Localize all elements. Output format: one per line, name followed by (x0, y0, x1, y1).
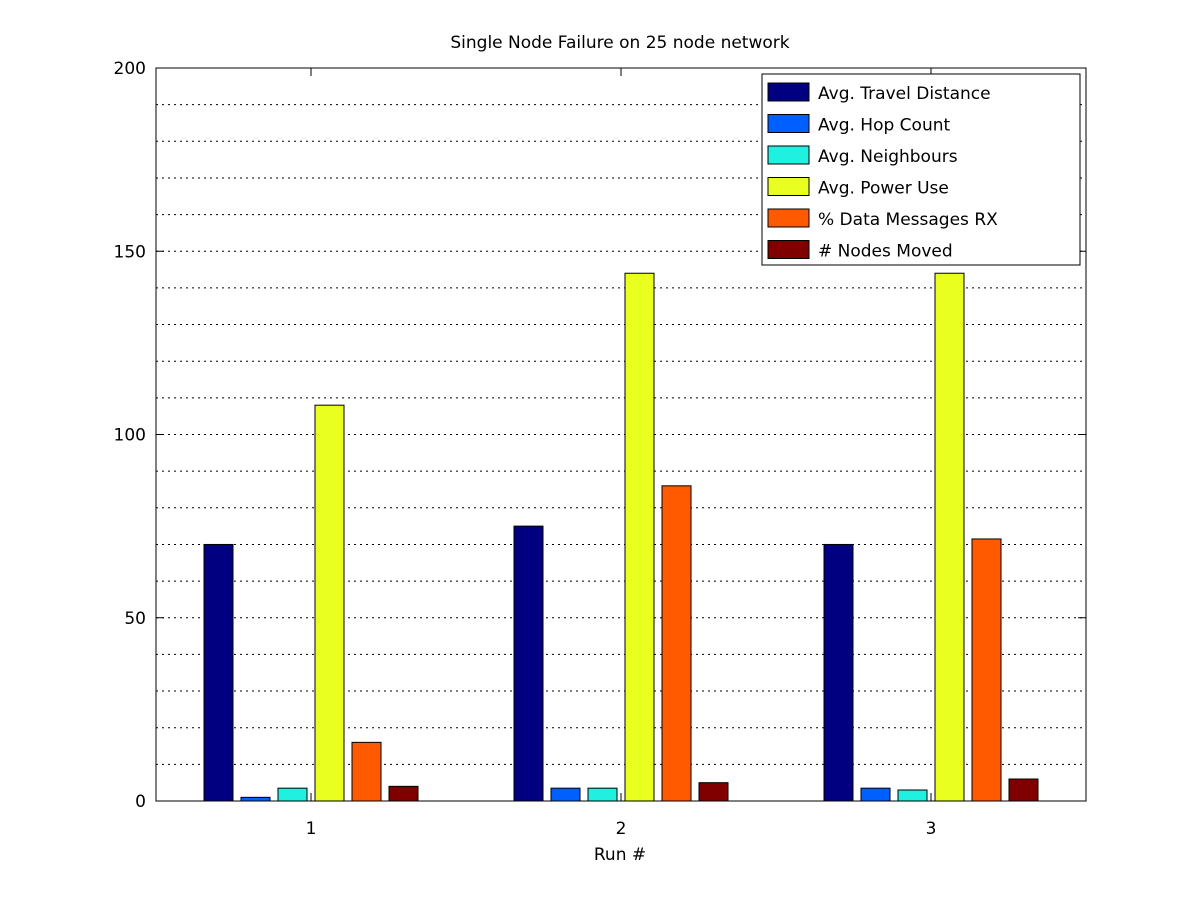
legend-swatch (767, 114, 810, 133)
x-tick-label: 3 (926, 819, 937, 839)
bar (823, 543, 854, 802)
bar (698, 782, 729, 802)
legend-swatch (767, 82, 810, 102)
legend-label: Avg. Neighbours (818, 147, 958, 167)
chart-title: Single Node Failure on 25 node network (450, 33, 789, 53)
x-tick-label: 1 (306, 819, 317, 839)
bar (388, 785, 419, 802)
x-axis-label: Run # (594, 845, 646, 865)
legend: Avg. Travel Distance Avg. Hop Count Avg. N… (761, 73, 1081, 266)
bar (897, 789, 928, 802)
legend-label: Avg. Power Use (818, 179, 949, 199)
bar (277, 787, 308, 802)
y-tick-label: 0 (135, 792, 146, 812)
bar (860, 787, 891, 802)
bar (240, 796, 271, 802)
legend-swatch (767, 145, 810, 165)
bar (1008, 778, 1039, 802)
bar (513, 525, 544, 802)
legend-swatch (767, 177, 810, 196)
legend-box (761, 73, 1081, 266)
bar (550, 787, 581, 802)
y-tick-label: 50 (124, 609, 146, 629)
legend-label: % Data Messages RX (818, 210, 998, 230)
bar (587, 787, 618, 802)
bar (351, 741, 382, 802)
y-tick-label: 100 (114, 426, 146, 446)
legend-swatch (767, 240, 810, 259)
legend-label: Avg. Hop Count (818, 116, 950, 136)
bar (314, 404, 345, 802)
axis-ticks: 0 50 100 150 200 1 2 3 (114, 59, 1086, 839)
bar (661, 485, 692, 802)
y-tick-label: 200 (114, 59, 146, 79)
bars (203, 272, 1039, 802)
bar (971, 538, 1002, 802)
legend-swatch (767, 208, 810, 228)
bar (934, 272, 965, 802)
legend-label: # Nodes Moved (818, 242, 953, 262)
bar (624, 272, 655, 802)
bar (203, 543, 234, 802)
x-tick-label: 2 (616, 819, 627, 839)
legend-label: Avg. Travel Distance (818, 84, 991, 104)
y-tick-label: 150 (114, 242, 146, 262)
